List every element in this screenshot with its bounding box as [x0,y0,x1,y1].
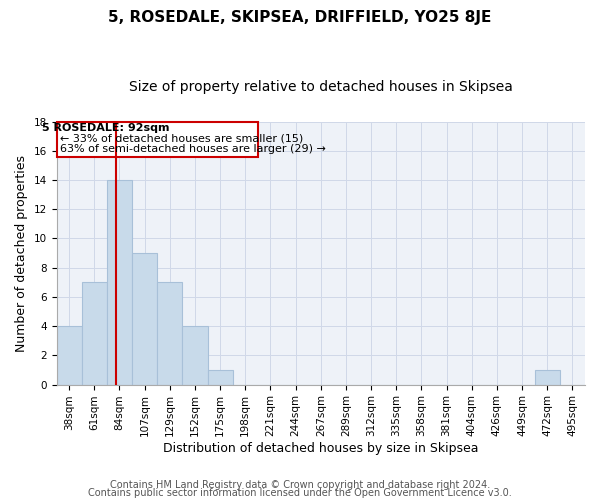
Text: ← 33% of detached houses are smaller (15): ← 33% of detached houses are smaller (15… [61,134,304,143]
FancyBboxPatch shape [56,122,258,158]
X-axis label: Distribution of detached houses by size in Skipsea: Distribution of detached houses by size … [163,442,479,455]
Bar [535,370,560,384]
Bar [132,253,157,384]
Bar [82,282,107,384]
Bar [157,282,182,384]
Bar [182,326,208,384]
Text: 63% of semi-detached houses are larger (29) →: 63% of semi-detached houses are larger (… [61,144,326,154]
Bar [107,180,132,384]
Bar [56,326,82,384]
Text: 5 ROSEDALE: 92sqm: 5 ROSEDALE: 92sqm [42,123,169,133]
Text: 5, ROSEDALE, SKIPSEA, DRIFFIELD, YO25 8JE: 5, ROSEDALE, SKIPSEA, DRIFFIELD, YO25 8J… [109,10,491,25]
Text: Contains HM Land Registry data © Crown copyright and database right 2024.: Contains HM Land Registry data © Crown c… [110,480,490,490]
Y-axis label: Number of detached properties: Number of detached properties [15,154,28,352]
Title: Size of property relative to detached houses in Skipsea: Size of property relative to detached ho… [129,80,513,94]
Bar [208,370,233,384]
Text: Contains public sector information licensed under the Open Government Licence v3: Contains public sector information licen… [88,488,512,498]
